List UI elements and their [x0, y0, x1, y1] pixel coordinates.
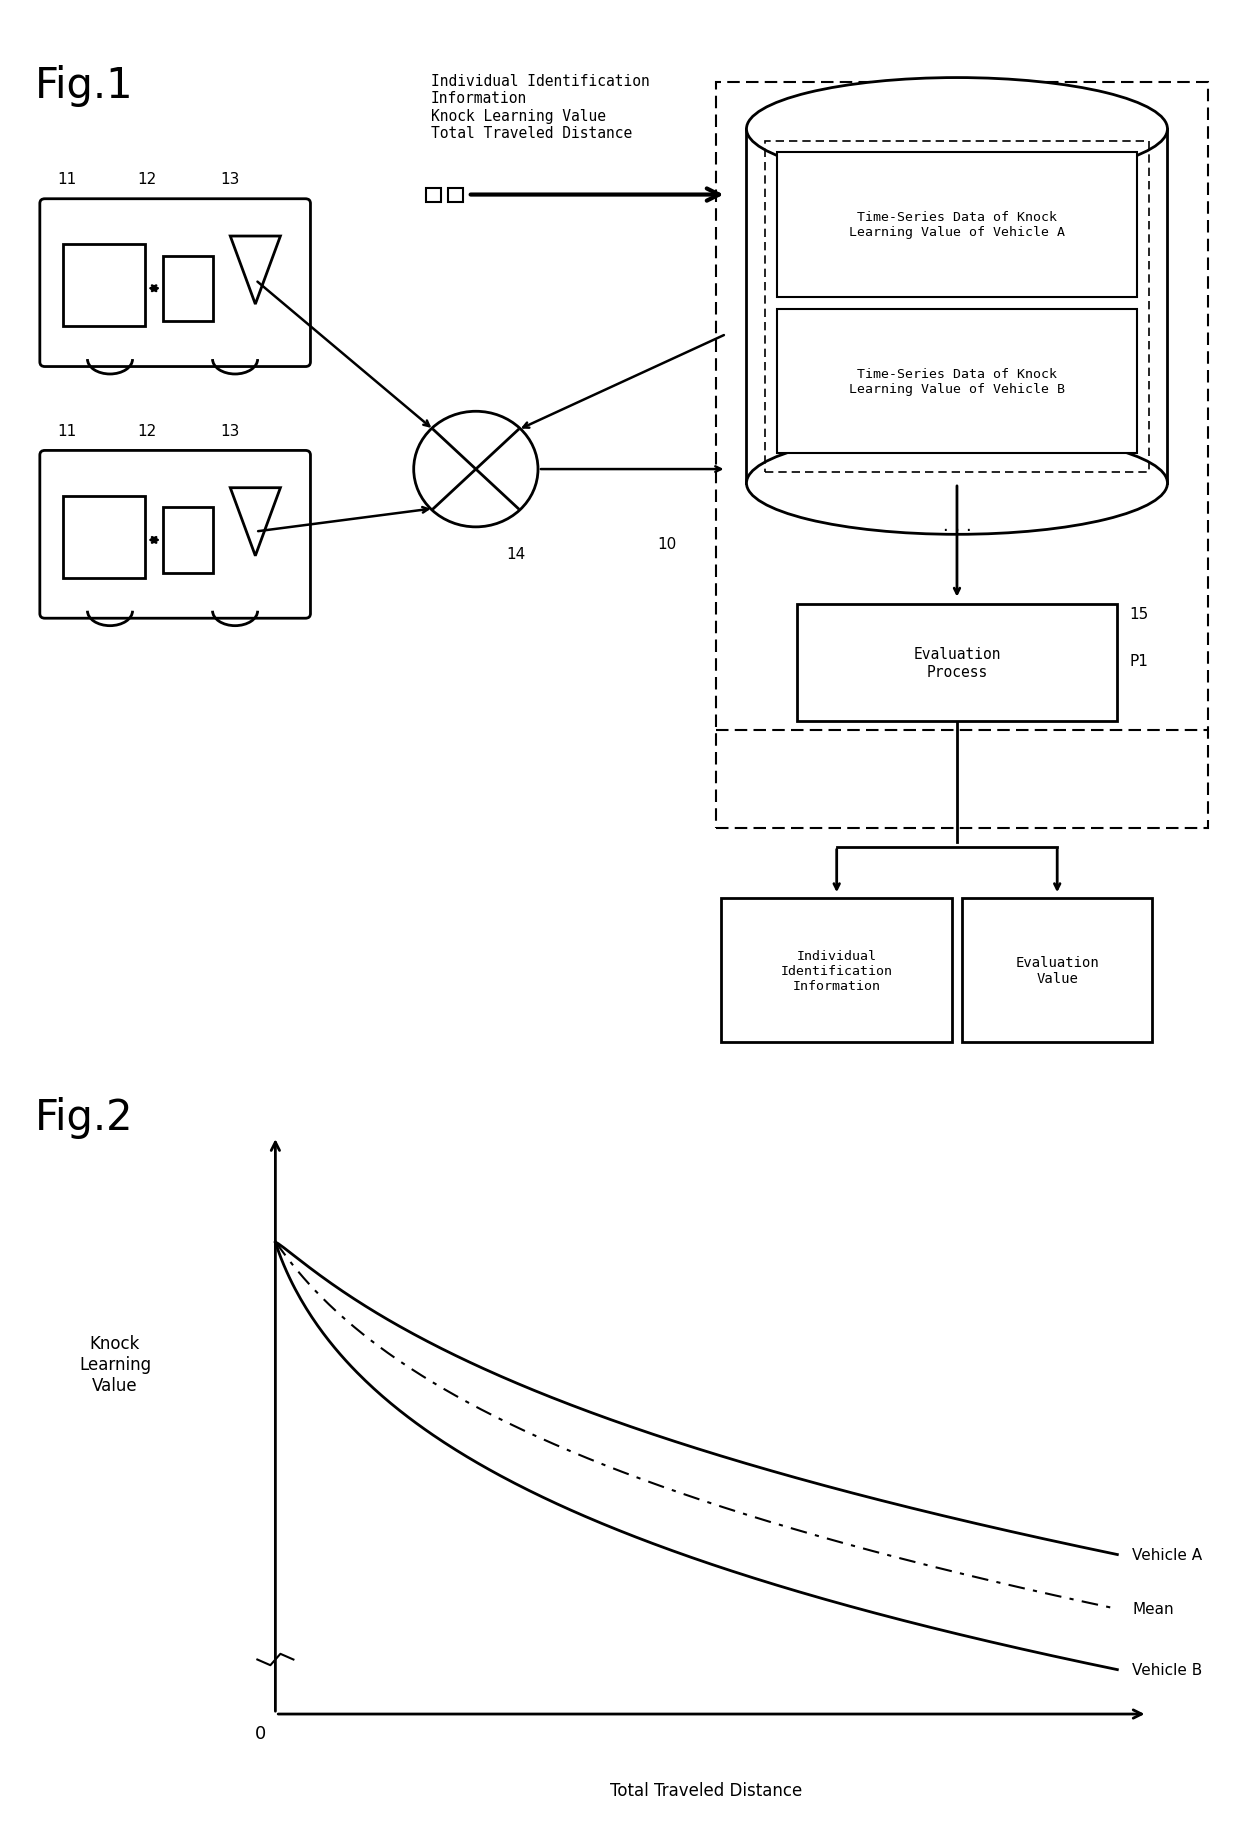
- Bar: [776, 154, 1137, 298]
- Text: Knock
Learning
Value: Knock Learning Value: [79, 1334, 151, 1394]
- FancyBboxPatch shape: [40, 199, 310, 368]
- Polygon shape: [231, 489, 280, 556]
- Circle shape: [414, 412, 538, 527]
- Text: Individual Identification
Information
Knock Learning Value
Total Traveled Distan: Individual Identification Information Kn…: [430, 73, 650, 141]
- Text: Time-Series Data of Knock
Learning Value of Vehicle A: Time-Series Data of Knock Learning Value…: [849, 210, 1065, 240]
- Ellipse shape: [746, 432, 1167, 534]
- Text: . . .: . . .: [942, 516, 971, 534]
- Bar: [722, 899, 952, 1043]
- Text: Mean: Mean: [1132, 1601, 1174, 1616]
- Bar: [63, 245, 145, 328]
- Bar: [448, 188, 463, 203]
- Bar: [962, 899, 1152, 1043]
- Text: Fig.2: Fig.2: [35, 1096, 134, 1138]
- Text: Time-Series Data of Knock
Learning Value of Vehicle B: Time-Series Data of Knock Learning Value…: [849, 368, 1065, 395]
- Bar: [746, 130, 1167, 483]
- Bar: [765, 143, 1149, 472]
- Text: 0: 0: [254, 1724, 265, 1742]
- Text: Individual
Identification
Information: Individual Identification Information: [781, 950, 893, 992]
- Text: Fig.1: Fig.1: [35, 64, 134, 106]
- Text: Total Traveled Distance: Total Traveled Distance: [610, 1781, 802, 1799]
- Polygon shape: [231, 236, 280, 306]
- Text: 15: 15: [1130, 608, 1148, 622]
- Text: Evaluation
Process: Evaluation Process: [913, 648, 1001, 679]
- Text: 14: 14: [506, 547, 526, 562]
- Text: 13: 13: [221, 423, 239, 439]
- Text: P1: P1: [1130, 653, 1148, 668]
- Ellipse shape: [746, 79, 1167, 181]
- Text: 13: 13: [221, 172, 239, 187]
- Bar: [717, 82, 1208, 829]
- Text: 12: 12: [138, 172, 156, 187]
- Text: 12: 12: [138, 423, 156, 439]
- Bar: [164, 256, 213, 322]
- Text: 10: 10: [657, 536, 676, 553]
- Text: Vehicle A: Vehicle A: [1132, 1546, 1203, 1563]
- Text: 11: 11: [57, 423, 76, 439]
- Bar: [164, 509, 213, 573]
- Text: Evaluation
Value: Evaluation Value: [1016, 955, 1099, 986]
- Bar: [63, 496, 145, 578]
- FancyBboxPatch shape: [40, 452, 310, 619]
- Bar: [796, 606, 1117, 721]
- Text: 11: 11: [57, 172, 76, 187]
- Bar: [776, 309, 1137, 454]
- Text: Vehicle B: Vehicle B: [1132, 1662, 1203, 1678]
- Bar: [425, 188, 440, 203]
